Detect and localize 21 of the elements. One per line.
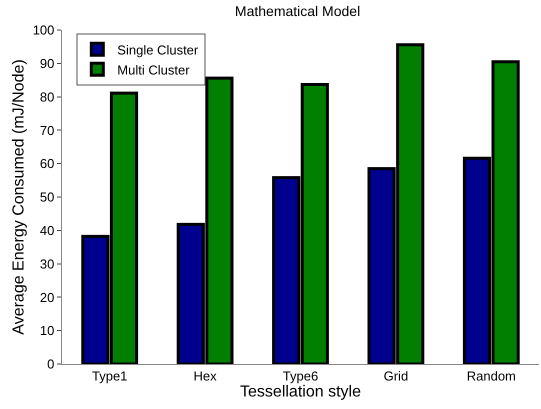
y-tick-label: 100: [32, 22, 54, 38]
x-tick-label: Type1: [92, 368, 128, 384]
chart-title: Mathematical Model: [234, 2, 360, 19]
legend-label: Single Cluster: [117, 42, 199, 58]
legend-label: Multi Cluster: [117, 62, 190, 78]
x-axis-title: Tessellation style: [240, 384, 362, 401]
y-tick-label: 10: [40, 323, 54, 338]
y-tick-label: 0: [47, 356, 54, 372]
y-tick-label: 70: [40, 122, 54, 138]
y-tick-label: 90: [40, 56, 54, 71]
y-tick-label: 40: [40, 222, 54, 238]
x-tick-label: Hex: [194, 368, 218, 384]
x-tick-label: Grid: [384, 368, 408, 384]
y-tick-label: 60: [40, 156, 54, 172]
y-tick-label: 80: [40, 89, 54, 104]
x-tick-label: Type6: [282, 368, 318, 384]
y-tick-label: 50: [40, 190, 54, 205]
y-axis-title: Average Energy Consumed (mJ/Node): [10, 59, 28, 335]
y-tick-label: 20: [40, 290, 54, 305]
y-tick-label: 30: [40, 256, 54, 272]
x-tick-label: Random: [466, 368, 516, 384]
